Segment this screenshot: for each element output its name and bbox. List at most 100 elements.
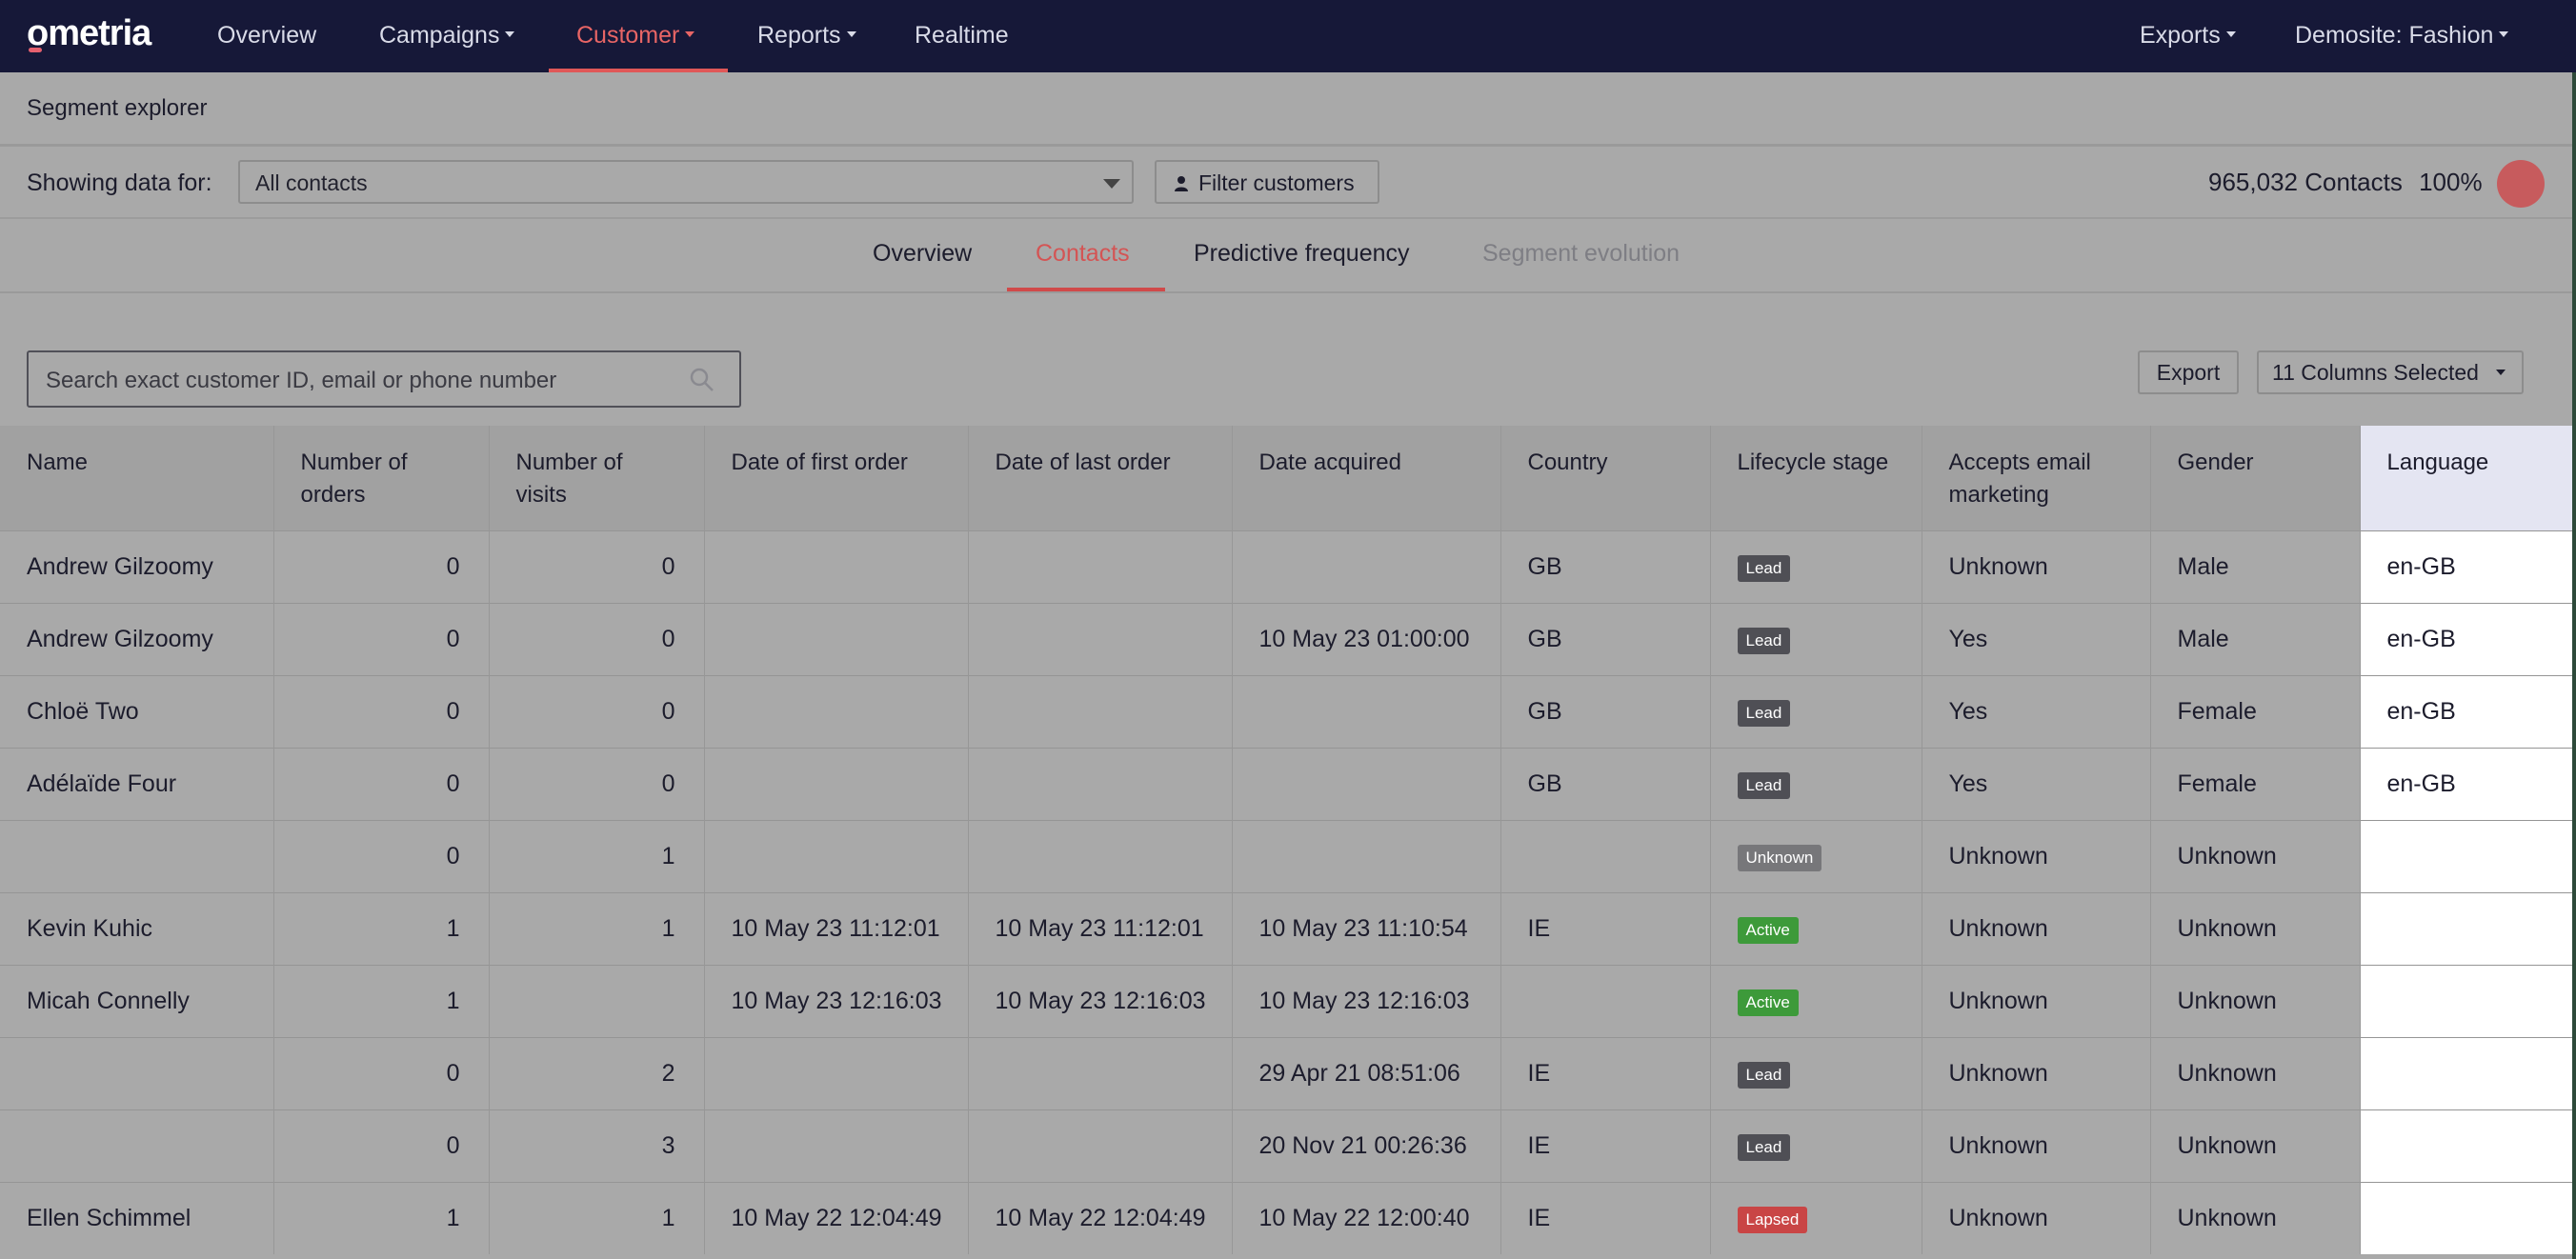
column-header-date-acquired[interactable]: Date acquired: [1232, 426, 1501, 530]
export-button[interactable]: Export: [2138, 350, 2239, 394]
segment-select[interactable]: All contacts: [238, 160, 1134, 204]
nav-customer[interactable]: Customer: [576, 0, 695, 72]
cell-lifecycle: Lead: [1710, 747, 1922, 820]
contacts-percent: 100%: [2419, 168, 2483, 196]
column-header-orders[interactable]: Number of orders: [273, 426, 490, 530]
tab-contacts[interactable]: Contacts: [1036, 240, 1130, 267]
cell-language: [2360, 1036, 2576, 1109]
table-row[interactable]: 0 1 Unknown Unknown Unknown: [0, 819, 2576, 892]
cell-date-acquired: 20 Nov 21 00:26:36: [1232, 1109, 1501, 1182]
column-header-last-order[interactable]: Date of last order: [968, 426, 1233, 530]
cell-visits: [489, 964, 705, 1037]
cell-date-acquired: 29 Apr 21 08:51:06: [1232, 1036, 1501, 1109]
cell-lifecycle: Lead: [1710, 602, 1922, 675]
cell-orders: 1: [273, 1181, 490, 1254]
cell-lifecycle: Lapsed: [1710, 1181, 1922, 1254]
nav-site-switcher[interactable]: Demosite: Fashion: [2295, 0, 2509, 72]
cell-gender: Male: [2150, 530, 2361, 603]
cell-gender: Unknown: [2150, 819, 2361, 892]
cell-gender: Female: [2150, 674, 2361, 748]
nav-active-indicator: [549, 69, 728, 72]
cell-gender: Unknown: [2150, 1181, 2361, 1254]
table-row[interactable]: Chloë Two 0 0 GB Lead Yes Female en-GB: [0, 674, 2576, 748]
cell-language: en-GB: [2360, 674, 2576, 748]
columns-selector-button[interactable]: 11 Columns Selected: [2257, 350, 2524, 394]
cell-name: Micah Connelly: [0, 964, 274, 1037]
cell-lifecycle: Lead: [1710, 1036, 1922, 1109]
column-header-gender[interactable]: Gender: [2150, 426, 2361, 530]
cell-visits: 1: [489, 891, 705, 965]
cell-first-order: [704, 674, 969, 748]
filter-customers-button[interactable]: Filter customers: [1155, 160, 1379, 204]
cell-accepts-email: Unknown: [1922, 1181, 2151, 1254]
cell-country: [1500, 964, 1711, 1037]
cell-orders: 0: [273, 602, 490, 675]
nav-campaigns[interactable]: Campaigns: [379, 0, 515, 72]
cell-orders: 0: [273, 1109, 490, 1182]
column-header-name[interactable]: Name: [0, 426, 274, 530]
table-row[interactable]: 0 3 20 Nov 21 00:26:36 IE Lead Unknown Unknown: [0, 1109, 2576, 1182]
nav-realtime[interactable]: Realtime: [915, 22, 1009, 49]
cell-name: [0, 1036, 274, 1109]
cell-gender: Unknown: [2150, 1036, 2361, 1109]
filter-bar: Showing data for: All contacts Filter cu…: [0, 149, 2576, 219]
cell-first-order: [704, 602, 969, 675]
column-header-language[interactable]: Language: [2360, 426, 2576, 530]
tab-active-indicator: [1007, 288, 1165, 291]
table-row[interactable]: 0 2 29 Apr 21 08:51:06 IE Lead Unknown Unknown: [0, 1036, 2576, 1109]
chevron-down-icon: [2499, 31, 2509, 38]
segment-status-indicator: [2497, 160, 2545, 208]
cell-first-order: [704, 819, 969, 892]
table-row[interactable]: Andrew Gilzoomy 0 0 10 May 23 01:00:00 GB Lea…: [0, 602, 2576, 675]
cell-lifecycle: Lead: [1710, 530, 1922, 603]
chevron-down-icon: [2225, 31, 2236, 38]
dropdown-arrow-icon: [1103, 179, 1120, 189]
cell-name: Chloë Two: [0, 674, 274, 748]
table-row[interactable]: Ellen Schimmel 1 1 10 May 22 12:04:49 10 May…: [0, 1181, 2576, 1254]
table-row[interactable]: Micah Connelly 1 10 May 23 12:16:03 10 May …: [0, 964, 2576, 1037]
lifecycle-badge: Active: [1737, 989, 1799, 1016]
person-icon: [1175, 176, 1188, 191]
cell-visits: 0: [489, 674, 705, 748]
column-header-country[interactable]: Country: [1500, 426, 1711, 530]
table-row[interactable]: Andrew Gilzoomy 0 0 GB Lead Unknown Male en-GB: [0, 530, 2576, 603]
page-title: Segment explorer: [27, 95, 208, 121]
cell-lifecycle: Unknown: [1710, 819, 1922, 892]
logo-accent: [29, 48, 42, 52]
lifecycle-badge: Unknown: [1737, 844, 1822, 871]
column-header-accepts-email[interactable]: Accepts email marketing: [1922, 426, 2151, 530]
lifecycle-badge: Lead: [1737, 771, 1791, 799]
cell-language: en-GB: [2360, 747, 2576, 820]
tab-overview[interactable]: Overview: [873, 240, 973, 267]
cell-country: IE: [1500, 1109, 1711, 1182]
nav-reports[interactable]: Reports: [757, 0, 856, 72]
lifecycle-badge: Lead: [1737, 1133, 1791, 1161]
ometria-logo[interactable]: ometria: [27, 13, 151, 54]
cell-orders: 1: [273, 964, 490, 1037]
cell-country: GB: [1500, 602, 1711, 675]
cell-country: [1500, 819, 1711, 892]
nav-exports[interactable]: Exports: [2140, 0, 2236, 72]
column-header-first-order[interactable]: Date of first order: [704, 426, 969, 530]
contacts-label: Contacts: [2304, 168, 2403, 196]
nav-overview[interactable]: Overview: [217, 22, 317, 49]
table-row[interactable]: Adélaïde Four 0 0 GB Lead Yes Female en-GB: [0, 747, 2576, 820]
cell-gender: Unknown: [2150, 964, 2361, 1037]
cell-visits: 3: [489, 1109, 705, 1182]
cell-lifecycle: Active: [1710, 891, 1922, 965]
contacts-count: 965,032: [2208, 168, 2298, 196]
cell-name: Adélaïde Four: [0, 747, 274, 820]
column-header-lifecycle[interactable]: Lifecycle stage: [1710, 426, 1922, 530]
cell-name: Andrew Gilzoomy: [0, 530, 274, 603]
cell-accepts-email: Yes: [1922, 747, 2151, 820]
search-icon[interactable]: [690, 368, 714, 392]
table-row[interactable]: Kevin Kuhic 1 1 10 May 23 11:12:01 10 May 23…: [0, 891, 2576, 965]
cell-accepts-email: Yes: [1922, 602, 2151, 675]
customer-search-input[interactable]: [46, 368, 674, 394]
cell-first-order: [704, 1109, 969, 1182]
column-header-visits[interactable]: Number of visits: [489, 426, 705, 530]
cell-gender: Female: [2150, 747, 2361, 820]
cell-first-order: 10 May 23 12:16:03: [704, 964, 969, 1037]
cell-accepts-email: Unknown: [1922, 891, 2151, 965]
tab-predictive-frequency[interactable]: Predictive frequency: [1194, 240, 1410, 267]
